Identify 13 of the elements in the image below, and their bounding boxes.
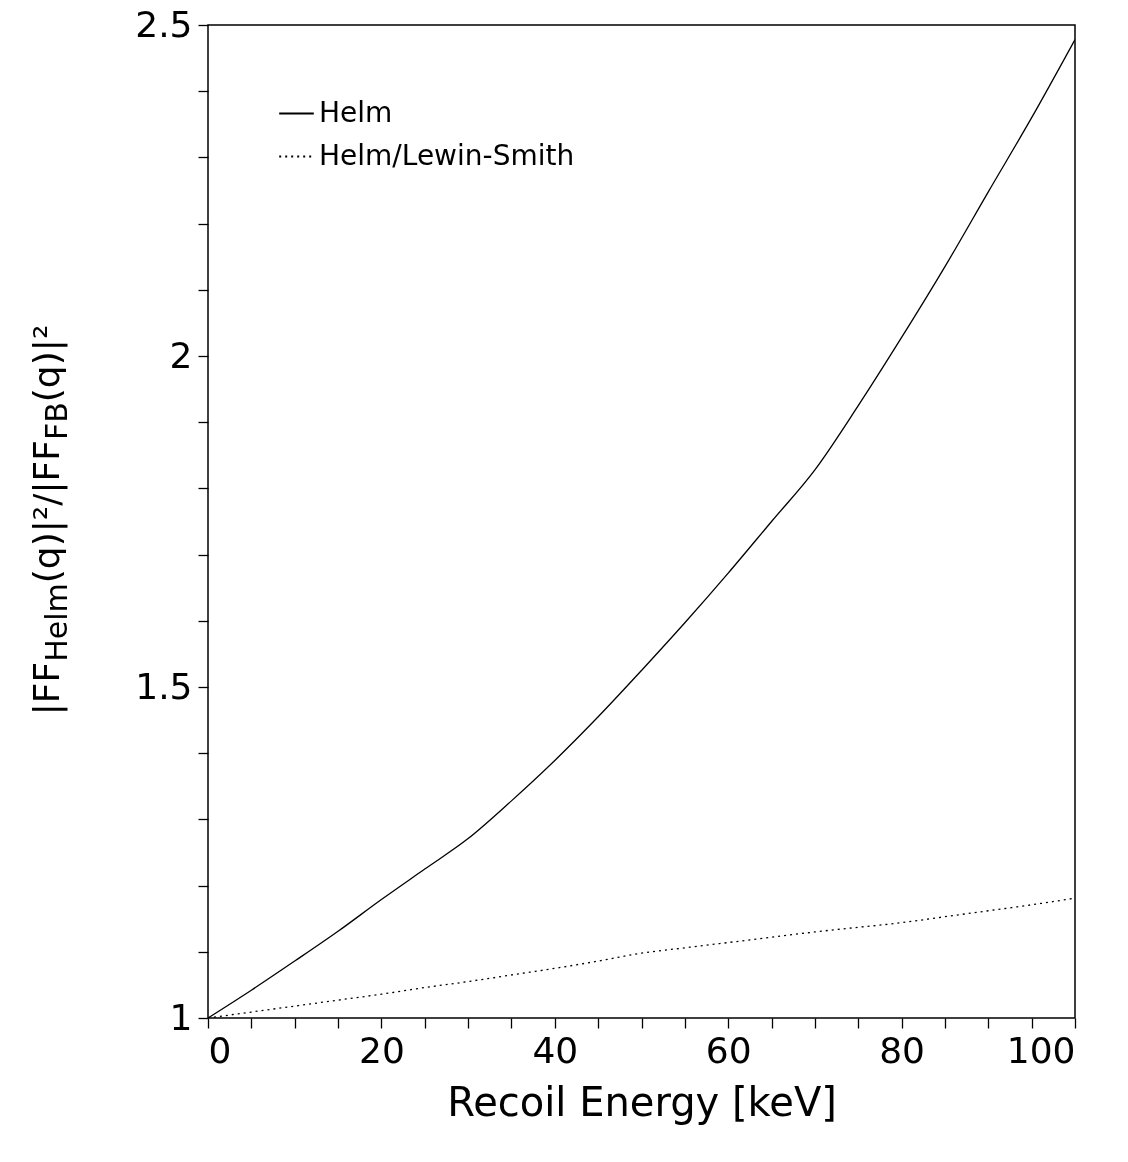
x-tick-label: 0 [208,1029,232,1071]
x-tick-label: 40 [532,1029,579,1071]
x-tick-label: 20 [358,1029,405,1071]
y-tick-label: 2.5 [135,3,193,45]
y-tick-label: 1.5 [135,665,193,707]
x-tick-label: 100 [1006,1029,1076,1071]
legend-label: Helm/Lewin-Smith [319,138,575,172]
x-axis-title: Recoil Energy [keV] [447,1078,837,1125]
x-tick-label: 80 [879,1029,926,1071]
y-tick-label: 1 [169,996,193,1038]
y-tick-label: 2 [169,334,193,376]
legend-label: Helm [319,95,393,129]
x-tick-label: 60 [705,1029,752,1071]
